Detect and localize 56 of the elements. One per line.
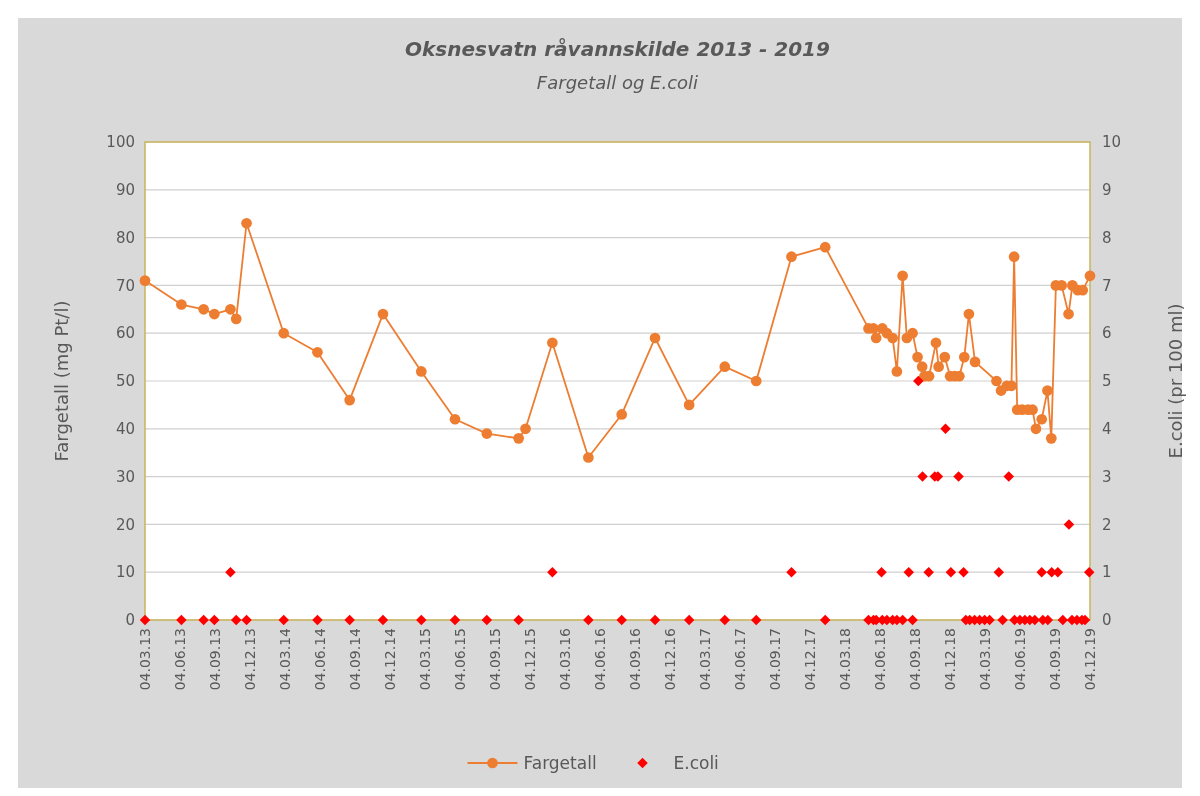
y2-tick-label: 2 bbox=[1102, 515, 1112, 534]
legend-label: Fargetall bbox=[523, 752, 597, 773]
x-tick-label: 04.12.14 bbox=[382, 627, 399, 691]
x-tick-label: 04.03.18 bbox=[836, 628, 853, 691]
y-tick-label: 60 bbox=[115, 324, 135, 343]
y2-tick-label: 4 bbox=[1102, 420, 1112, 439]
y-tick-label: 20 bbox=[115, 515, 135, 534]
y-tick-label: 10 bbox=[115, 563, 135, 582]
x-tick-label: 04.03.16 bbox=[556, 627, 573, 691]
y2-axis-title: E.coli (pr 100 ml) bbox=[1165, 303, 1186, 459]
x-tick-label: 04.06.16 bbox=[592, 627, 609, 691]
x-tick-label: 04.12.17 bbox=[802, 628, 819, 691]
y2-tick-label: 6 bbox=[1102, 324, 1112, 343]
x-tick-label: 04.03.15 bbox=[416, 628, 433, 691]
x-tick-label: 04.06.18 bbox=[871, 628, 888, 691]
y2-tick-label: 8 bbox=[1102, 228, 1112, 247]
y-tick-label: 0 bbox=[125, 611, 135, 630]
y-tick-label: 100 bbox=[106, 133, 135, 152]
y-tick-label: 50 bbox=[115, 372, 135, 391]
x-tick-label: 04.03.19 bbox=[976, 628, 993, 691]
y-axis-title: Fargetall (mg Pt/l) bbox=[51, 300, 72, 462]
y2-tick-label: 5 bbox=[1102, 372, 1112, 391]
x-tick-label: 04.09.17 bbox=[767, 628, 784, 691]
x-tick-label: 04.12.16 bbox=[662, 627, 679, 691]
y2-tick-label: 0 bbox=[1102, 611, 1112, 630]
x-tick-label: 04.03.14 bbox=[276, 627, 293, 691]
x-tick-label: 04.09.15 bbox=[487, 628, 504, 691]
y-tick-label: 90 bbox=[115, 181, 135, 200]
y-tick-label: 30 bbox=[115, 467, 135, 486]
x-tick-label: 04.06.15 bbox=[451, 628, 468, 691]
legend-label: E.coli bbox=[673, 752, 719, 773]
x-tick-label: 04.06.14 bbox=[312, 627, 329, 691]
y-tick-label: 80 bbox=[115, 228, 135, 247]
y-tick-label: 40 bbox=[115, 420, 135, 439]
x-tick-label: 04.12.18 bbox=[942, 628, 959, 691]
y2-tick-label: 7 bbox=[1102, 276, 1112, 295]
y-tick-label: 70 bbox=[115, 276, 135, 295]
chart-subtitle: Fargetall og E.coli bbox=[536, 72, 699, 93]
x-tick-label: 04.09.13 bbox=[207, 628, 224, 691]
x-tick-label: 04.06.17 bbox=[732, 628, 749, 691]
chart-title: Oksnesvatn råvannskilde 2013 - 2019 bbox=[405, 37, 831, 61]
x-tick-label: 04.03.13 bbox=[136, 628, 153, 691]
x-tick-label: 04.09.18 bbox=[907, 628, 924, 691]
y2-tick-label: 3 bbox=[1102, 467, 1112, 486]
x-tick-label: 04.12.15 bbox=[522, 628, 539, 691]
x-tick-label: 04.09.19 bbox=[1047, 628, 1064, 691]
y2-tick-label: 9 bbox=[1102, 181, 1112, 200]
y2-tick-label: 1 bbox=[1102, 563, 1112, 582]
x-tick-label: 04.09.14 bbox=[347, 627, 364, 691]
x-tick-label: 04.03.17 bbox=[696, 628, 713, 691]
x-tick-label: 04.12.13 bbox=[242, 628, 259, 691]
x-tick-label: 04.09.16 bbox=[627, 627, 644, 691]
x-tick-label: 04.06.13 bbox=[172, 628, 189, 691]
x-tick-label: 04.12.19 bbox=[1081, 628, 1098, 691]
x-tick-label: 04.06.19 bbox=[1011, 628, 1028, 691]
y2-tick-label: 10 bbox=[1102, 133, 1122, 152]
